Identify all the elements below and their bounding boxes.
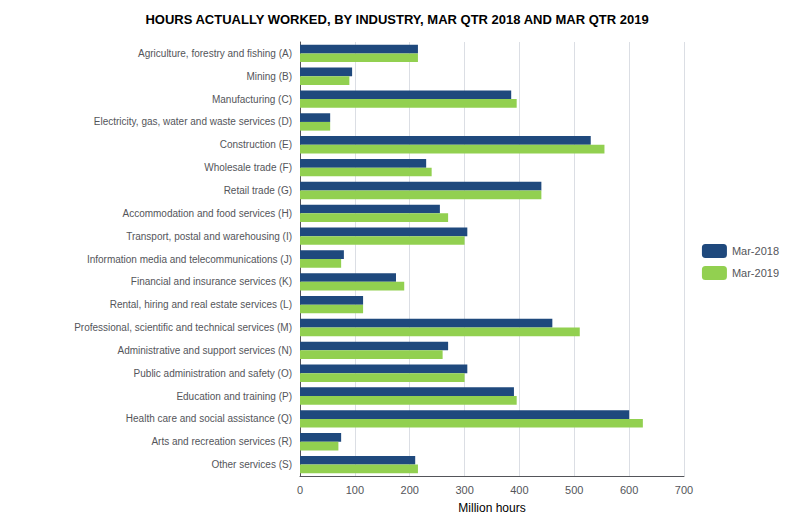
svg-text:Health care and social assista: Health care and social assistance (Q) [126,413,292,424]
svg-text:Accommodation and food service: Accommodation and food services (H) [122,208,292,219]
svg-text:300: 300 [455,484,473,496]
svg-text:Rental, hiring and real estate: Rental, hiring and real estate services … [110,299,292,310]
svg-text:Mar-2018: Mar-2018 [732,245,779,257]
svg-text:Million hours: Million hours [458,501,525,515]
svg-text:Administrative and support ser: Administrative and support services (N) [117,345,292,356]
svg-text:0: 0 [297,484,303,496]
svg-text:Mar-2019: Mar-2019 [732,267,779,279]
svg-text:400: 400 [510,484,528,496]
svg-text:700: 700 [675,484,693,496]
svg-text:Information media and telecomm: Information media and telecommunications… [87,254,292,265]
svg-text:Transport, postal and warehous: Transport, postal and warehousing (I) [126,231,292,242]
svg-text:Other services (S): Other services (S) [211,459,292,470]
svg-text:Public administration and safe: Public administration and safety (O) [134,368,292,379]
svg-text:Electricity, gas, water and wa: Electricity, gas, water and waste servic… [94,116,292,127]
svg-text:Mining (B): Mining (B) [246,71,292,82]
svg-text:200: 200 [401,484,419,496]
svg-text:100: 100 [346,484,364,496]
svg-text:500: 500 [565,484,583,496]
svg-text:600: 600 [620,484,638,496]
svg-text:HOURS ACTUALLY WORKED, BY INDU: HOURS ACTUALLY WORKED, BY INDUSTRY, MAR … [145,12,648,27]
svg-text:Arts and recreation services (: Arts and recreation services (R) [151,436,292,447]
svg-text:Construction (E): Construction (E) [220,139,292,150]
svg-text:Manufacturing (C): Manufacturing (C) [212,94,292,105]
svg-text:Professional, scientific and t: Professional, scientific and technical s… [74,322,292,333]
svg-text:Retail trade (G): Retail trade (G) [224,185,292,196]
svg-text:Education and training (P): Education and training (P) [176,391,292,402]
svg-text:Agriculture, forestry and fish: Agriculture, forestry and fishing (A) [138,48,292,59]
svg-text:Financial and insurance servic: Financial and insurance services (K) [131,276,292,287]
svg-text:Wholesale trade (F): Wholesale trade (F) [204,162,292,173]
